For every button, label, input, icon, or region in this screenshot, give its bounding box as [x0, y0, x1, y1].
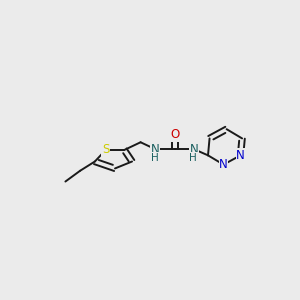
Text: N: N — [219, 158, 228, 171]
Text: H: H — [151, 153, 158, 163]
Text: S: S — [102, 143, 110, 157]
Text: O: O — [170, 128, 179, 141]
Text: N: N — [151, 143, 160, 156]
Text: H: H — [189, 153, 197, 163]
Text: N: N — [190, 143, 198, 156]
Text: N: N — [236, 149, 245, 162]
